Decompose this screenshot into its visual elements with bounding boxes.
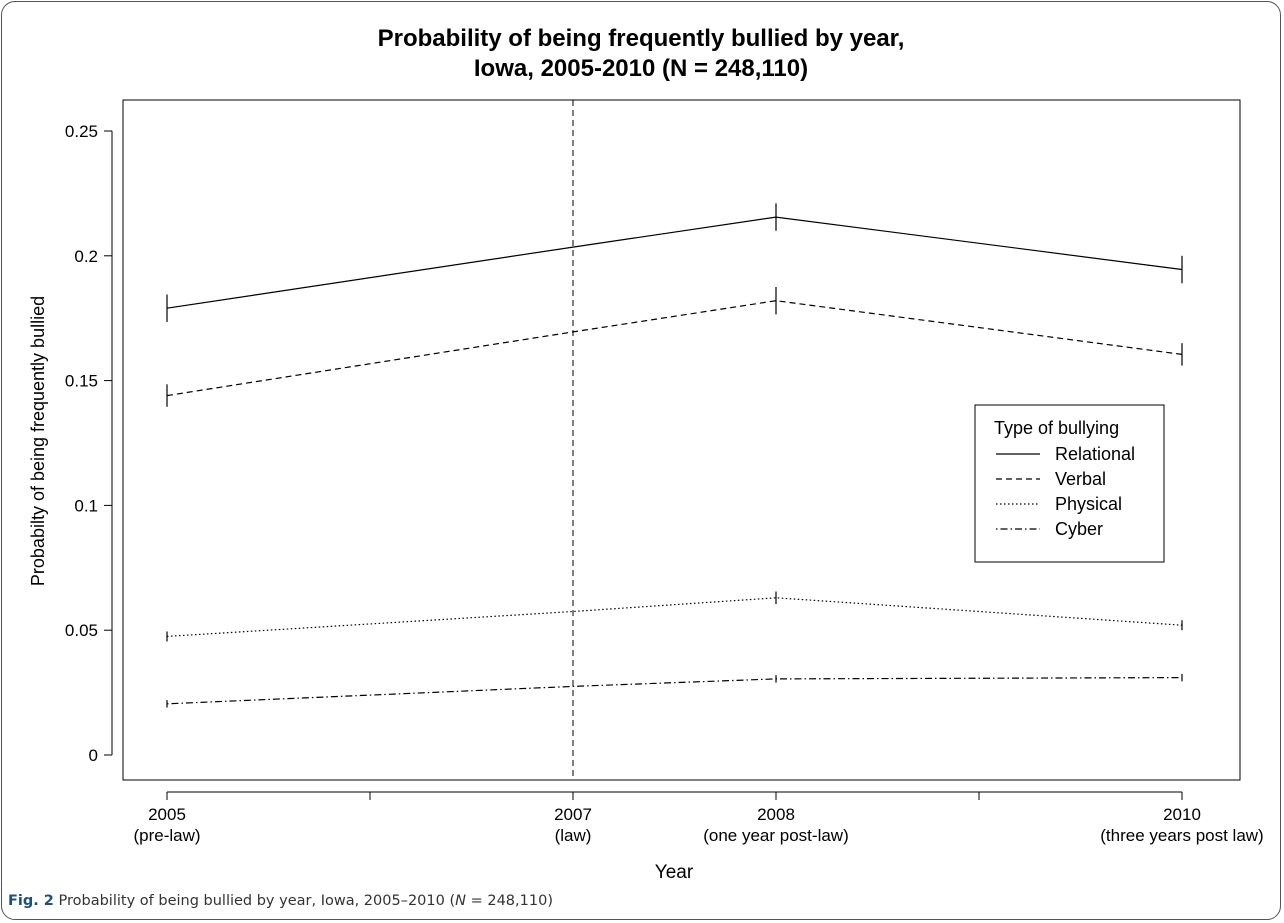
series-line-physical [166, 597, 1183, 637]
legend-label-cyber: Cyber [1055, 519, 1103, 539]
legend-title: Type of bullying [994, 418, 1119, 438]
figure-caption: Fig. 2 Probability of being bullied by y… [8, 893, 553, 909]
chart-title-line2: Iowa, 2005-2010 (N = 248,110) [474, 55, 808, 82]
x-tick-label-note: (three years post law) [1100, 826, 1263, 845]
series-line-verbal [166, 300, 1183, 397]
series-physical [166, 591, 1183, 642]
x-tick-label-year: 2010 [1163, 805, 1201, 824]
legend-label-verbal: Verbal [1055, 469, 1106, 489]
plot-box [122, 99, 1241, 781]
x-tick-label-year: 2008 [757, 805, 795, 824]
caption-text-after: = 248,110) [465, 893, 553, 909]
chart-title-line1: Probability of being frequently bullied … [378, 25, 905, 52]
series-line-cyber [166, 676, 1183, 705]
series-layer [166, 203, 1183, 708]
line-chart: Probability of being frequently bullied … [28, 25, 1264, 883]
caption-n-symbol: N [455, 893, 466, 909]
legend-label-relational: Relational [1055, 444, 1135, 464]
x-tick-label-note: (one year post-law) [703, 826, 849, 845]
series-line-relational [166, 216, 1183, 309]
legend: Type of bullying Relational Verbal Physica… [974, 404, 1165, 563]
x-tick-label-note: (pre-law) [133, 826, 200, 845]
x-tick-label-year: 2005 [148, 805, 186, 824]
y-tick-label: 0.25 [65, 122, 98, 141]
x-axis-label: Year [655, 862, 694, 883]
legend-label-physical: Physical [1055, 494, 1122, 514]
caption-label: Fig. 2 [8, 893, 54, 909]
legend-box [974, 404, 1165, 563]
series-verbal [166, 287, 1183, 407]
y-axis: 0 0.05 0.1 0.15 0.2 0.25 [65, 122, 113, 765]
y-tick-label: 0.1 [74, 496, 98, 515]
y-axis-label: Probabilty of being frequently bullied [28, 296, 48, 586]
x-tick-label-year: 2007 [554, 805, 592, 824]
series-cyber [166, 673, 1183, 708]
caption-text-before: Probability of being bullied by year, Io… [53, 893, 456, 909]
x-tick-label-note: (law) [555, 826, 592, 845]
y-tick-label: 0.15 [65, 372, 98, 391]
y-tick-label: 0.05 [65, 621, 98, 640]
x-axis: 2005 (pre-law) 2007 (law) 2008 (one year post… [133, 791, 1264, 845]
y-tick-label: 0 [89, 746, 98, 765]
y-tick-label: 0.2 [74, 247, 98, 266]
series-relational [166, 203, 1183, 322]
